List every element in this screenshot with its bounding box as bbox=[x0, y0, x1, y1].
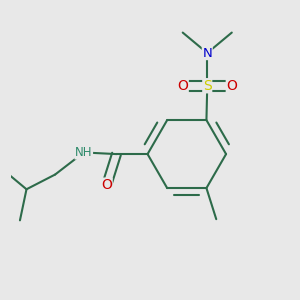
Text: NH: NH bbox=[75, 146, 92, 159]
Text: N: N bbox=[202, 46, 212, 59]
Text: O: O bbox=[177, 79, 188, 93]
Text: O: O bbox=[226, 79, 237, 93]
Text: S: S bbox=[203, 79, 212, 93]
Text: O: O bbox=[101, 178, 112, 192]
